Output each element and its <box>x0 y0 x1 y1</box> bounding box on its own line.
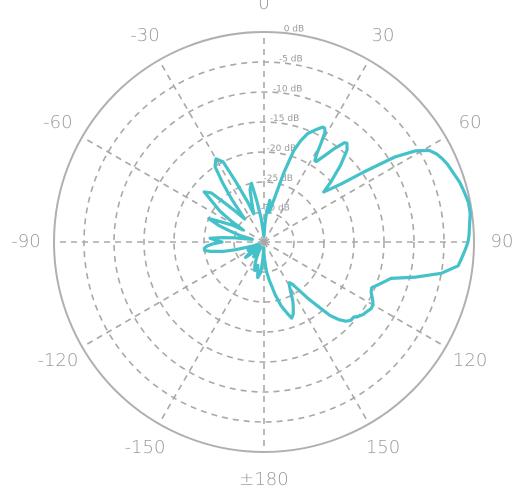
grid-spoke <box>263 241 447 348</box>
angle-labels: 0 30 60 90 120 150 ±180 -150 -120 -90 -60 -30 <box>11 0 513 490</box>
ring-label: -30 dB <box>260 204 289 214</box>
angle-tick-label: -120 <box>37 350 78 371</box>
angle-tick-label: 120 <box>453 350 487 371</box>
angle-tick-label: -60 <box>43 112 72 133</box>
ring-label: 0 dB <box>284 25 304 35</box>
grid-spoke <box>158 241 265 425</box>
ring-label: -5 dB <box>279 54 303 64</box>
ring-label: -15 dB <box>270 114 299 124</box>
angle-tick-label: 60 <box>459 112 482 133</box>
grid-spoke <box>263 136 447 243</box>
grid-ring <box>143 121 385 363</box>
ring-label: -10 dB <box>273 84 302 94</box>
ring-labels: 0 dB -5 dB -10 dB -15 dB -20 dB -25 dB -30 dB <box>260 25 304 214</box>
series-line <box>202 125 472 323</box>
grid-spoke <box>158 59 265 243</box>
angle-tick-label: -30 <box>130 25 159 46</box>
angle-tick-label: ±180 <box>239 469 288 490</box>
grid-ring <box>233 211 295 273</box>
angle-tick-label: -90 <box>11 231 40 252</box>
ring-label: -25 dB <box>264 174 293 184</box>
grid-spoke <box>263 241 370 425</box>
angle-tick-label: 150 <box>366 437 400 458</box>
series-layer <box>202 125 472 323</box>
angle-tick-label: 90 <box>491 231 514 252</box>
angle-tick-label: -150 <box>125 437 166 458</box>
grid-spoke <box>81 241 265 348</box>
ring-label: -20 dB <box>267 144 296 154</box>
angle-tick-label: 0 <box>258 0 269 14</box>
outer-ring <box>53 31 475 453</box>
polar-grid <box>53 31 475 453</box>
angle-tick-label: 30 <box>372 25 395 46</box>
grid-ring <box>113 91 415 393</box>
